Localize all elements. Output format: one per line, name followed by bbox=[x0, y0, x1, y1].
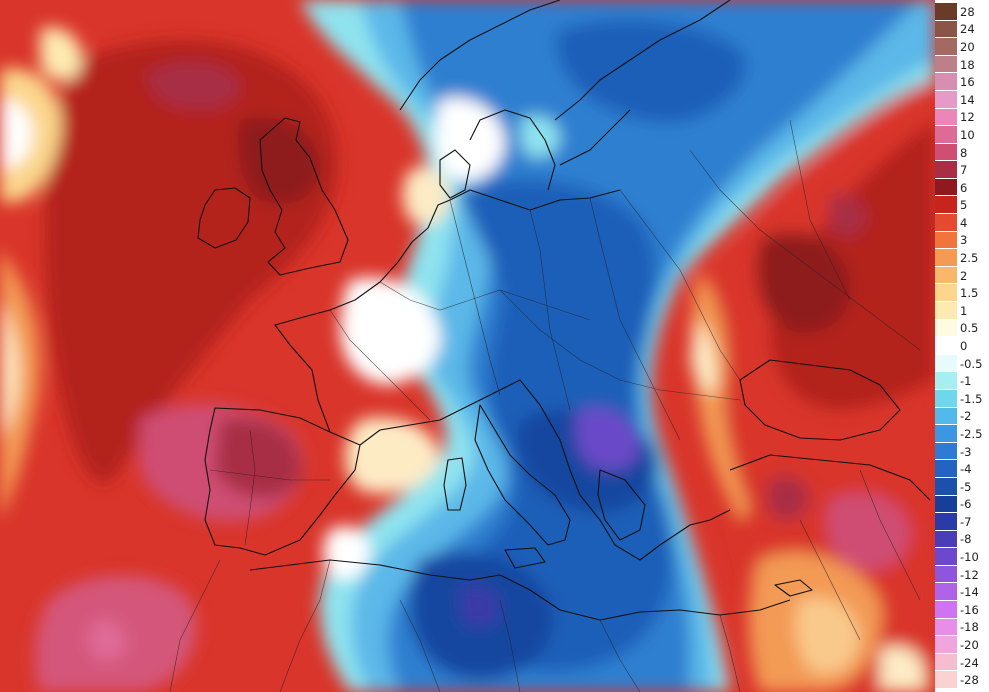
legend-swatch bbox=[935, 319, 957, 338]
black-sea-coast bbox=[739, 359, 901, 441]
legend-swatch bbox=[935, 161, 957, 179]
legend-swatch bbox=[935, 214, 957, 232]
map-canvas bbox=[0, 0, 935, 692]
west-orange-band bbox=[0, 250, 40, 520]
legend-label: -28 bbox=[960, 673, 979, 688]
legend-label: -8 bbox=[960, 532, 972, 547]
legend-swatch bbox=[935, 337, 957, 355]
legend-swatch bbox=[935, 513, 957, 531]
legend-label: 12 bbox=[960, 110, 975, 125]
legend-label: 24 bbox=[960, 22, 975, 37]
legend-label: -20 bbox=[960, 638, 979, 653]
legend-swatch bbox=[935, 530, 957, 549]
legend-swatch bbox=[935, 266, 957, 285]
legend-label: -16 bbox=[960, 602, 979, 617]
legend-label: -1.5 bbox=[960, 391, 983, 406]
british-isles-maroon bbox=[238, 117, 320, 204]
temperature-anomaly-map bbox=[0, 0, 935, 692]
britain-coast bbox=[259, 117, 349, 276]
north-africa-coast bbox=[249, 559, 791, 621]
legend-swatch bbox=[935, 249, 957, 267]
italy-coast bbox=[474, 404, 571, 546]
legend-label: -10 bbox=[960, 550, 979, 565]
legend-swatch bbox=[935, 442, 957, 461]
legend-label: -1 bbox=[960, 374, 972, 389]
legend-swatch bbox=[935, 460, 957, 478]
legend-label: 3 bbox=[960, 233, 968, 248]
legend-label: -18 bbox=[960, 620, 979, 635]
country-borders bbox=[169, 119, 921, 692]
legend-swatch bbox=[935, 20, 957, 39]
legend-label: 5 bbox=[960, 198, 968, 213]
legend-swatch bbox=[935, 618, 957, 637]
legend-label: -0.5 bbox=[960, 356, 983, 371]
legend-swatch bbox=[935, 90, 957, 109]
legend-swatch bbox=[935, 354, 957, 373]
legend-swatch bbox=[935, 601, 957, 619]
mainland-west-coast bbox=[274, 189, 621, 433]
legend-swatch bbox=[935, 653, 957, 672]
legend-swatch bbox=[935, 284, 957, 302]
legend-label: 8 bbox=[960, 145, 968, 160]
legend-swatch bbox=[935, 389, 957, 408]
scandinavia-coast bbox=[399, 0, 561, 111]
east-orange-edge bbox=[691, 270, 750, 520]
legend-swatch bbox=[935, 38, 957, 56]
legend-label: 16 bbox=[960, 75, 975, 90]
legend-label: 18 bbox=[960, 57, 975, 72]
legend-swatch bbox=[935, 143, 957, 162]
legend-label: -5 bbox=[960, 479, 972, 494]
legend-label: 28 bbox=[960, 4, 975, 19]
legend-swatch bbox=[935, 196, 957, 215]
legend-swatch bbox=[935, 302, 957, 320]
legend-label: -12 bbox=[960, 567, 979, 582]
legend-swatch bbox=[935, 372, 957, 390]
legend-label: 4 bbox=[960, 215, 968, 230]
legend-swatch bbox=[935, 3, 957, 21]
legend-label: -7 bbox=[960, 514, 972, 529]
legend-swatch bbox=[935, 477, 957, 496]
legend-label: 10 bbox=[960, 127, 975, 142]
anomaly-color-legend: 28 24 20 18 16 14 12 10 8 7 6 5 4 3 2.5 2 1.5 1 0.5 0 -0.5 -1… bbox=[935, 0, 989, 692]
legend-label: 1 bbox=[960, 303, 968, 318]
legend-label: 2 bbox=[960, 268, 968, 283]
legend-swatch bbox=[935, 495, 957, 514]
legend-label: -2 bbox=[960, 409, 972, 424]
legend-swatch bbox=[935, 425, 957, 443]
west-peach-band bbox=[0, 300, 19, 440]
legend-label: 0.5 bbox=[960, 321, 979, 336]
legend-label: -4 bbox=[960, 462, 972, 477]
legend-swatch bbox=[935, 548, 957, 566]
legend-swatch bbox=[935, 73, 957, 91]
legend-label: -6 bbox=[960, 497, 972, 512]
western-europe-neutral bbox=[340, 277, 441, 385]
anatolia-pink-patch bbox=[826, 493, 911, 571]
legend-swatch bbox=[935, 583, 957, 602]
legend-swatch bbox=[935, 55, 957, 74]
legend-label: 6 bbox=[960, 180, 968, 195]
legend-label: 2.5 bbox=[960, 251, 979, 266]
legend-label: -2.5 bbox=[960, 426, 983, 441]
legend-label: 1.5 bbox=[960, 286, 979, 301]
legend-label: -3 bbox=[960, 444, 972, 459]
legend-label: 7 bbox=[960, 163, 968, 178]
iberia-coast bbox=[204, 407, 361, 556]
legend-swatch bbox=[935, 178, 957, 197]
legend-label: 20 bbox=[960, 39, 975, 54]
legend-label: 14 bbox=[960, 92, 975, 107]
legend-label: 0 bbox=[960, 339, 968, 353]
legend-swatch bbox=[935, 108, 957, 127]
legend-swatch bbox=[935, 231, 957, 250]
legend-label: -24 bbox=[960, 655, 979, 670]
legend-swatch bbox=[935, 636, 957, 654]
ireland-coast bbox=[197, 187, 251, 249]
legend-swatch bbox=[935, 671, 957, 689]
legend-swatch bbox=[935, 407, 957, 426]
legend-swatch bbox=[935, 126, 957, 144]
coastlines bbox=[197, 0, 931, 621]
mediterranean-north-shore bbox=[359, 379, 731, 561]
legend-label: -14 bbox=[960, 585, 979, 600]
legend-swatch bbox=[935, 565, 957, 584]
